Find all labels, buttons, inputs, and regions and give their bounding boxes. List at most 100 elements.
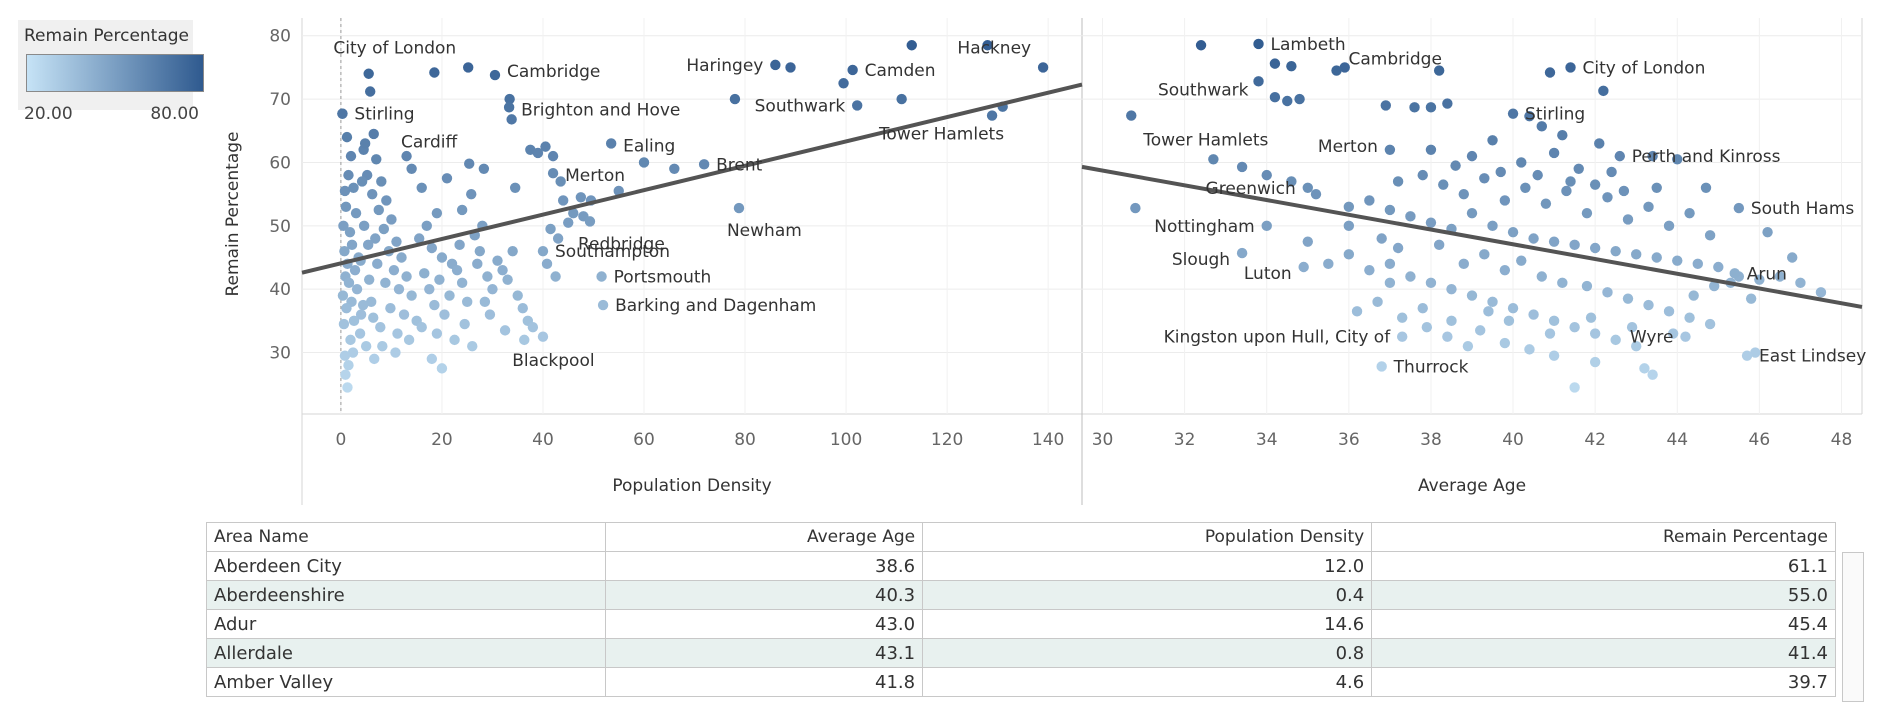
data-point[interactable] (1709, 280, 1720, 292)
labeled-data-point[interactable] (851, 100, 863, 111)
data-point[interactable] (552, 233, 564, 244)
data-point[interactable] (1557, 130, 1568, 141)
data-point[interactable] (555, 176, 566, 187)
data-point[interactable] (343, 169, 354, 181)
labeled-data-point[interactable] (1729, 268, 1740, 279)
labeled-data-point[interactable] (464, 158, 475, 169)
labeled-data-point[interactable] (463, 62, 474, 73)
data-point[interactable] (1565, 176, 1576, 187)
data-point[interactable] (1610, 334, 1621, 346)
data-point[interactable] (1372, 296, 1383, 308)
data-point[interactable] (838, 78, 849, 89)
data-point[interactable] (391, 236, 402, 247)
data-point[interactable] (370, 233, 381, 244)
data-point[interactable] (568, 207, 579, 219)
data-point[interactable] (434, 274, 445, 285)
data-point[interactable] (347, 347, 359, 358)
data-point[interactable] (375, 321, 386, 333)
data-point[interactable] (1195, 40, 1207, 51)
data-point[interactable] (1310, 188, 1322, 200)
data-point[interactable] (541, 258, 553, 270)
data-point[interactable] (1507, 302, 1519, 314)
data-point[interactable] (1540, 198, 1552, 209)
data-point[interactable] (359, 138, 371, 149)
data-point[interactable] (343, 360, 354, 371)
data-point[interactable] (1532, 169, 1543, 181)
data-point[interactable] (339, 185, 351, 197)
data-point[interactable] (557, 195, 569, 206)
data-point[interactable] (1528, 309, 1539, 320)
data-point[interactable] (1663, 220, 1675, 232)
data-point[interactable] (1626, 321, 1638, 333)
data-point[interactable] (1458, 258, 1469, 270)
data-point[interactable] (509, 182, 521, 194)
data-point[interactable] (431, 328, 443, 339)
data-point[interactable] (1647, 369, 1658, 380)
data-point[interactable] (1643, 299, 1654, 311)
data-point[interactable] (351, 283, 363, 295)
data-point[interactable] (1688, 290, 1699, 301)
data-point[interactable] (372, 258, 383, 270)
data-point[interactable] (344, 226, 356, 238)
data-point[interactable] (368, 128, 379, 140)
data-point[interactable] (369, 353, 380, 365)
data-point[interactable] (1606, 166, 1617, 178)
data-point[interactable] (1425, 144, 1437, 155)
data-point[interactable] (1651, 252, 1662, 263)
data-point[interactable] (459, 318, 470, 330)
header-population-density[interactable]: Population Density (922, 522, 1373, 552)
data-point[interactable] (1602, 287, 1613, 298)
data-point[interactable] (1713, 261, 1724, 273)
data-point[interactable] (339, 245, 350, 257)
data-point[interactable] (466, 188, 477, 200)
data-point[interactable] (1544, 328, 1556, 339)
data-point[interactable] (1643, 201, 1654, 213)
data-point[interactable] (1557, 277, 1568, 289)
data-point[interactable] (346, 239, 358, 251)
data-point[interactable] (1364, 195, 1375, 206)
data-point[interactable] (1343, 249, 1355, 260)
data-point[interactable] (449, 334, 460, 346)
data-point[interactable] (1692, 258, 1703, 270)
data-point[interactable] (1631, 249, 1642, 260)
data-point[interactable] (1421, 321, 1433, 333)
data-point[interactable] (1602, 192, 1613, 203)
labeled-data-point[interactable] (605, 138, 617, 149)
data-point[interactable] (492, 255, 503, 266)
data-point[interactable] (1700, 182, 1712, 194)
data-point[interactable] (1302, 236, 1313, 247)
data-point[interactable] (357, 299, 369, 311)
data-point[interactable] (497, 264, 508, 276)
data-point[interactable] (1762, 226, 1773, 238)
data-point[interactable] (356, 176, 368, 187)
data-point[interactable] (380, 277, 391, 289)
labeled-data-point[interactable] (1261, 220, 1272, 232)
data-point[interactable] (1507, 226, 1519, 238)
data-point[interactable] (1750, 347, 1761, 358)
data-point[interactable] (472, 258, 483, 270)
data-point[interactable] (363, 68, 374, 79)
data-point[interactable] (338, 220, 349, 232)
labeled-data-point[interactable] (1614, 150, 1625, 162)
data-point[interactable] (1672, 154, 1683, 165)
data-point[interactable] (341, 302, 352, 314)
data-point[interactable] (414, 233, 425, 244)
data-point[interactable] (1499, 195, 1511, 206)
data-point[interactable] (1622, 214, 1634, 225)
data-point[interactable] (1483, 306, 1494, 317)
data-point[interactable] (1524, 111, 1535, 122)
data-point[interactable] (1392, 176, 1404, 187)
labeled-data-point[interactable] (1236, 247, 1248, 259)
data-point[interactable] (1433, 239, 1445, 251)
data-point[interactable] (785, 62, 796, 73)
data-point[interactable] (341, 131, 353, 143)
labeled-data-point[interactable] (1741, 350, 1753, 361)
data-point[interactable] (1397, 312, 1408, 323)
data-point[interactable] (575, 192, 587, 203)
data-point[interactable] (421, 220, 432, 232)
data-point[interactable] (1425, 277, 1437, 289)
data-point[interactable] (340, 201, 352, 213)
data-point[interactable] (1479, 249, 1490, 260)
data-point[interactable] (550, 271, 561, 282)
data-point[interactable] (499, 325, 511, 336)
